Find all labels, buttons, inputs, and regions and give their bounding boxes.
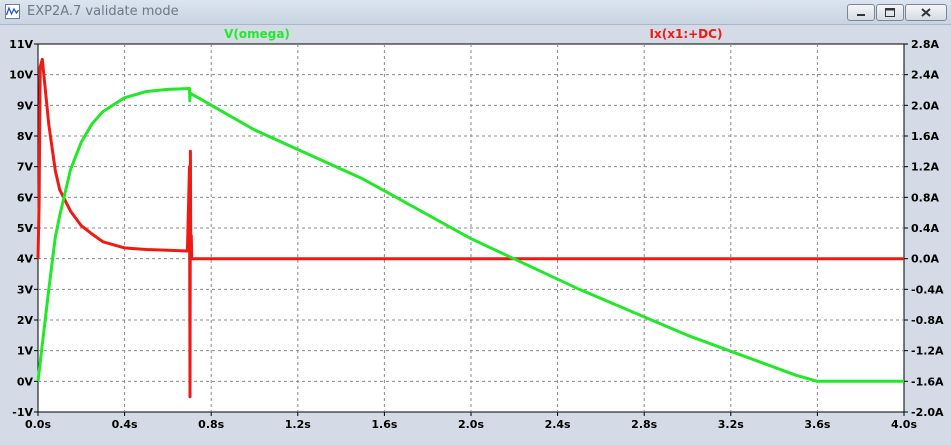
y-left-tick-label: 1V [17, 345, 34, 358]
y-left-tick-label: 2V [17, 314, 34, 327]
y-right-tick-label: -1.2A [911, 345, 944, 358]
y-left-tick-label: 0V [17, 375, 34, 388]
x-tick-label: 0.4s [112, 418, 138, 431]
series-ix-line [36, 57, 904, 399]
x-tick-label: 4.0s [891, 418, 917, 431]
y-left-tick-label: -1V [12, 406, 33, 419]
y-left-tick-label: 10V [9, 69, 33, 82]
x-tick-label: 2.0s [458, 418, 484, 431]
y-right-tick-label: 0.8A [911, 191, 939, 204]
close-button[interactable] [905, 4, 947, 21]
minimize-button[interactable] [847, 4, 875, 21]
maximize-button[interactable] [876, 4, 904, 21]
series-omega-line [36, 87, 904, 383]
y-right-tick-label: 0.4A [911, 222, 939, 235]
x-tick-label: 3.6s [804, 418, 830, 431]
traces [36, 57, 904, 399]
y-left-tick-label: 9V [17, 99, 34, 112]
y-left-tick-label: 3V [17, 283, 34, 296]
app-icon [5, 4, 20, 19]
y-right-tick-label: 0.0A [911, 253, 939, 266]
window-title: EXP2A.7 validate mode [27, 4, 179, 19]
y-right-tick-label: -1.6A [911, 375, 944, 388]
y-right-tick-label: 1.2A [911, 161, 939, 174]
x-tick-label: 3.2s [718, 418, 744, 431]
y-right-tick-label: 2.0A [911, 99, 939, 112]
minimize-icon [857, 14, 865, 16]
y-right-tick-label: 2.8A [911, 38, 939, 51]
y-right-tick-label: -0.4A [911, 283, 944, 296]
x-tick-label: 0.0s [25, 418, 51, 431]
x-tick-label: 1.6s [371, 418, 397, 431]
close-icon [921, 8, 931, 17]
y-left-tick-label: 6V [17, 191, 34, 204]
title-bar[interactable]: EXP2A.7 validate mode [0, 0, 951, 25]
waveform-plot[interactable]: 0.0s 0.4s 0.8s 1.2s 1.6s 2.0s 2.4s 2.8s 3.2s 3.6s… [0, 24, 951, 445]
y-right-tick-label: 1.6A [911, 130, 939, 143]
axis-ticks: 0.0s 0.4s 0.8s 1.2s 1.6s 2.0s 2.4s 2.8s 3.2s 3.6s… [9, 38, 944, 431]
x-tick-label: 2.8s [631, 418, 657, 431]
maximize-icon [885, 8, 895, 17]
y-right-tick-label: -0.8A [911, 314, 944, 327]
y-left-tick-label: 11V [9, 38, 33, 51]
x-tick-label: 0.8s [198, 418, 224, 431]
y-right-tick-label: -2.0A [911, 406, 944, 419]
x-tick-label: 1.2s [285, 418, 311, 431]
y-left-tick-label: 7V [17, 161, 34, 174]
y-left-tick-label: 4V [17, 253, 34, 266]
y-left-tick-label: 8V [17, 130, 34, 143]
trace-label-omega[interactable]: V(omega) [224, 27, 290, 41]
trace-label-ix[interactable]: Ix(x1:+DC) [650, 27, 723, 41]
y-left-tick-label: 5V [17, 222, 34, 235]
x-tick-label: 2.4s [545, 418, 571, 431]
y-right-tick-label: 2.4A [911, 69, 939, 82]
